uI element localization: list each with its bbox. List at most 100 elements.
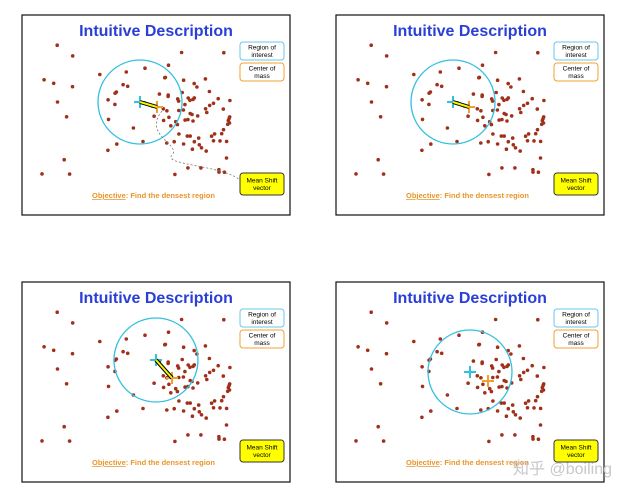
data-point (176, 99, 181, 103)
data-point (494, 90, 498, 95)
data-point (157, 92, 162, 96)
data-point (455, 406, 459, 411)
data-point (535, 394, 540, 399)
data-point (64, 382, 69, 386)
data-point (106, 117, 111, 122)
data-point (506, 81, 510, 86)
objective: Objective: Find the densest region (406, 458, 529, 467)
label-box (239, 308, 285, 328)
data-point (177, 132, 181, 136)
data-point (113, 91, 117, 95)
data-point (532, 139, 536, 143)
data-point (172, 139, 176, 144)
data-point (505, 119, 509, 123)
data-point (152, 114, 156, 118)
data-point (495, 108, 500, 112)
data-point (525, 139, 530, 143)
data-point (531, 170, 535, 174)
data-point (369, 310, 373, 314)
data-point (169, 124, 173, 128)
label-box (553, 172, 599, 196)
data-point (221, 107, 226, 111)
data-point (521, 370, 526, 375)
data-point (167, 382, 171, 387)
data-point (439, 84, 444, 89)
label-box (553, 308, 599, 328)
data-point (186, 433, 190, 437)
data-point (439, 351, 444, 356)
data-point (203, 107, 208, 111)
data-point (517, 344, 522, 348)
data-point (510, 403, 515, 407)
data-point (542, 365, 546, 370)
data-point (106, 98, 110, 102)
data-point (225, 389, 230, 394)
objective: Objective: Find the densest region (92, 458, 215, 467)
data-point (533, 131, 538, 136)
label-box (553, 439, 599, 463)
data-point (207, 370, 212, 375)
data-point (113, 102, 117, 107)
data-point (538, 156, 543, 160)
data-point (509, 85, 513, 89)
slide-title: Intuitive Description (393, 290, 547, 307)
data-point (166, 330, 171, 334)
data-point (487, 439, 491, 444)
data-point (207, 89, 212, 94)
data-point (166, 63, 171, 67)
data-point (185, 401, 190, 405)
data-point (161, 374, 166, 378)
data-point (497, 369, 501, 374)
region-of-interest (97, 59, 183, 145)
center-label: Center of mass (563, 332, 590, 347)
data-point (167, 115, 171, 120)
data-point (211, 406, 216, 410)
data-point (192, 348, 196, 353)
data-point (495, 409, 500, 413)
data-point (412, 339, 416, 344)
data-point (192, 406, 197, 411)
data-point (55, 100, 60, 104)
data-point (131, 126, 136, 130)
data-point (483, 391, 487, 395)
data-point (197, 410, 202, 414)
data-point (203, 344, 208, 348)
data-point (195, 381, 200, 385)
data-point (479, 408, 483, 412)
data-point (479, 109, 483, 113)
data-point (196, 403, 201, 407)
data-point (491, 375, 495, 380)
data-point (420, 98, 424, 102)
data-point (487, 172, 491, 177)
data-point (523, 134, 528, 138)
data-point (98, 339, 102, 344)
data-point (42, 345, 46, 349)
data-point (161, 385, 166, 390)
data-point (420, 148, 424, 153)
data-point (471, 92, 476, 96)
data-point (427, 91, 431, 95)
data-point (186, 166, 190, 170)
objective-label: Objective (406, 458, 440, 467)
data-point (525, 368, 530, 373)
data-point (181, 78, 186, 82)
data-point (526, 132, 531, 136)
data-point (535, 374, 540, 378)
label-box (239, 62, 285, 82)
slide-title: Intuitive Description (79, 23, 233, 40)
data-point (542, 98, 546, 103)
data-point (67, 439, 72, 443)
label-box (553, 329, 599, 349)
data-point (181, 409, 186, 413)
data-point (521, 89, 526, 94)
shift-label: Mean Shift vector (560, 177, 591, 192)
data-point (541, 115, 546, 119)
data-point (185, 134, 190, 138)
data-point (429, 142, 433, 146)
data-point (497, 118, 501, 122)
data-point (365, 81, 370, 86)
data-point (457, 333, 461, 337)
data-point (521, 103, 526, 108)
data-point (475, 385, 480, 390)
